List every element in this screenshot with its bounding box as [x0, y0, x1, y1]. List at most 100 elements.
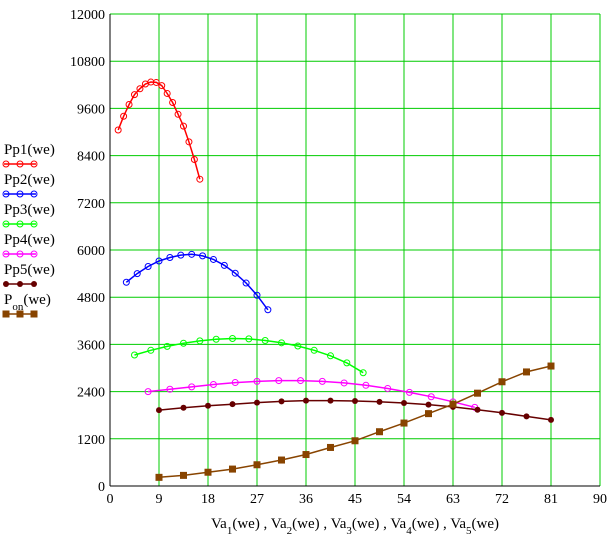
data-point — [547, 362, 555, 370]
data-point — [163, 89, 171, 97]
y-tick-label: 9600 — [77, 102, 105, 117]
x-tick-label: 36 — [299, 492, 313, 507]
data-point — [204, 468, 212, 476]
x-tick-label: 81 — [544, 492, 558, 507]
data-point — [147, 346, 155, 354]
data-point — [169, 99, 177, 106]
series-6 — [155, 362, 555, 481]
series-5 — [156, 397, 554, 423]
data-point — [245, 335, 253, 343]
data-point — [180, 122, 187, 130]
legend-entry: Pp3(we) — [2, 202, 55, 228]
data-point — [196, 175, 204, 183]
series-group — [114, 78, 555, 481]
data-point — [351, 437, 359, 445]
legend-entry: Pp5(we) — [3, 262, 55, 287]
data-point — [327, 397, 334, 404]
legend-label: Pp5(we) — [4, 262, 55, 278]
series-1 — [114, 78, 204, 183]
data-point — [405, 388, 413, 396]
data-point — [425, 401, 432, 408]
data-point — [166, 385, 174, 393]
series-3 — [131, 335, 367, 377]
data-point — [264, 306, 272, 314]
legend: Pp1(we) Pp2(we) Pp3(we) Pp4(we) Pp5(we) Pon(w… — [2, 142, 55, 318]
y-tick-label: 0 — [98, 480, 105, 495]
data-point — [318, 377, 326, 385]
legend-swatch-marker — [31, 281, 37, 287]
data-point — [120, 112, 128, 120]
series-2 — [122, 250, 272, 314]
data-point — [362, 381, 370, 389]
data-point — [231, 269, 239, 277]
data-point — [425, 410, 432, 418]
legend-label: Pp1(we) — [4, 142, 55, 158]
x-axis-label: Va1(we) , Va2(we) , Va3(we) , Va4(we) , … — [211, 516, 499, 537]
data-point — [144, 388, 152, 396]
y-tick-label: 3600 — [77, 338, 105, 353]
data-point — [147, 78, 155, 86]
legend-swatch-marker — [30, 250, 38, 258]
data-point — [253, 461, 261, 469]
x-tick-label: 0 — [107, 492, 114, 507]
series-line — [148, 379, 475, 409]
x-tick-label: 45 — [348, 492, 362, 507]
data-point — [352, 398, 358, 405]
data-point — [343, 359, 351, 367]
legend-label: Pon(we) — [4, 292, 51, 313]
x-tick-label: 90 — [593, 492, 607, 507]
series-line — [125, 253, 269, 311]
data-point — [231, 379, 239, 387]
data-point — [205, 402, 211, 409]
legend-label: Pp2(we) — [4, 172, 55, 188]
y-tick-label: 7200 — [77, 197, 105, 212]
legend-swatch-marker — [16, 220, 24, 228]
data-point — [310, 346, 318, 354]
data-point — [180, 339, 187, 347]
data-point — [427, 393, 435, 401]
legend-swatch-marker — [17, 281, 23, 287]
data-point — [166, 253, 174, 261]
x-tick-label: 63 — [446, 492, 460, 507]
data-point — [229, 465, 236, 473]
data-point — [376, 398, 383, 405]
data-point — [242, 279, 250, 287]
legend-swatch-marker — [3, 281, 9, 287]
data-point — [131, 351, 138, 359]
data-point — [340, 379, 348, 387]
data-point — [303, 397, 309, 404]
data-point — [327, 443, 334, 451]
data-point — [114, 126, 122, 134]
x-tick-label: 72 — [495, 492, 509, 507]
data-point — [122, 278, 130, 286]
y-tick-label: 8400 — [77, 150, 105, 165]
data-point — [302, 451, 310, 459]
legend-entry: Pon(we) — [2, 292, 51, 318]
data-point — [163, 342, 171, 350]
series-4 — [144, 377, 479, 411]
data-point — [158, 82, 166, 90]
data-point — [212, 335, 220, 343]
y-tick-label: 2400 — [77, 386, 105, 401]
data-point — [209, 381, 217, 389]
legend-swatch-marker — [2, 310, 10, 318]
data-point — [136, 85, 144, 93]
data-point — [125, 100, 133, 108]
y-tick-label: 6000 — [77, 244, 105, 259]
legend-swatch-marker — [16, 250, 24, 258]
data-point — [174, 110, 182, 118]
data-point — [229, 335, 236, 342]
data-point — [199, 252, 207, 260]
legend-swatch-marker — [2, 190, 10, 198]
legend-entry: Pp2(we) — [2, 172, 55, 198]
axes: 0 9 18 27 36 45 54 63 72 81 90 0 1200 2400 3600 4800 600… — [70, 8, 607, 507]
data-point — [253, 291, 261, 299]
legend-swatch-marker — [2, 220, 10, 228]
data-point — [254, 399, 260, 406]
data-point — [156, 407, 162, 414]
data-point — [220, 261, 228, 269]
data-point — [474, 389, 481, 397]
legend-swatch-marker — [30, 220, 38, 228]
data-point — [177, 251, 185, 259]
legend-label: Pp4(we) — [4, 232, 55, 248]
